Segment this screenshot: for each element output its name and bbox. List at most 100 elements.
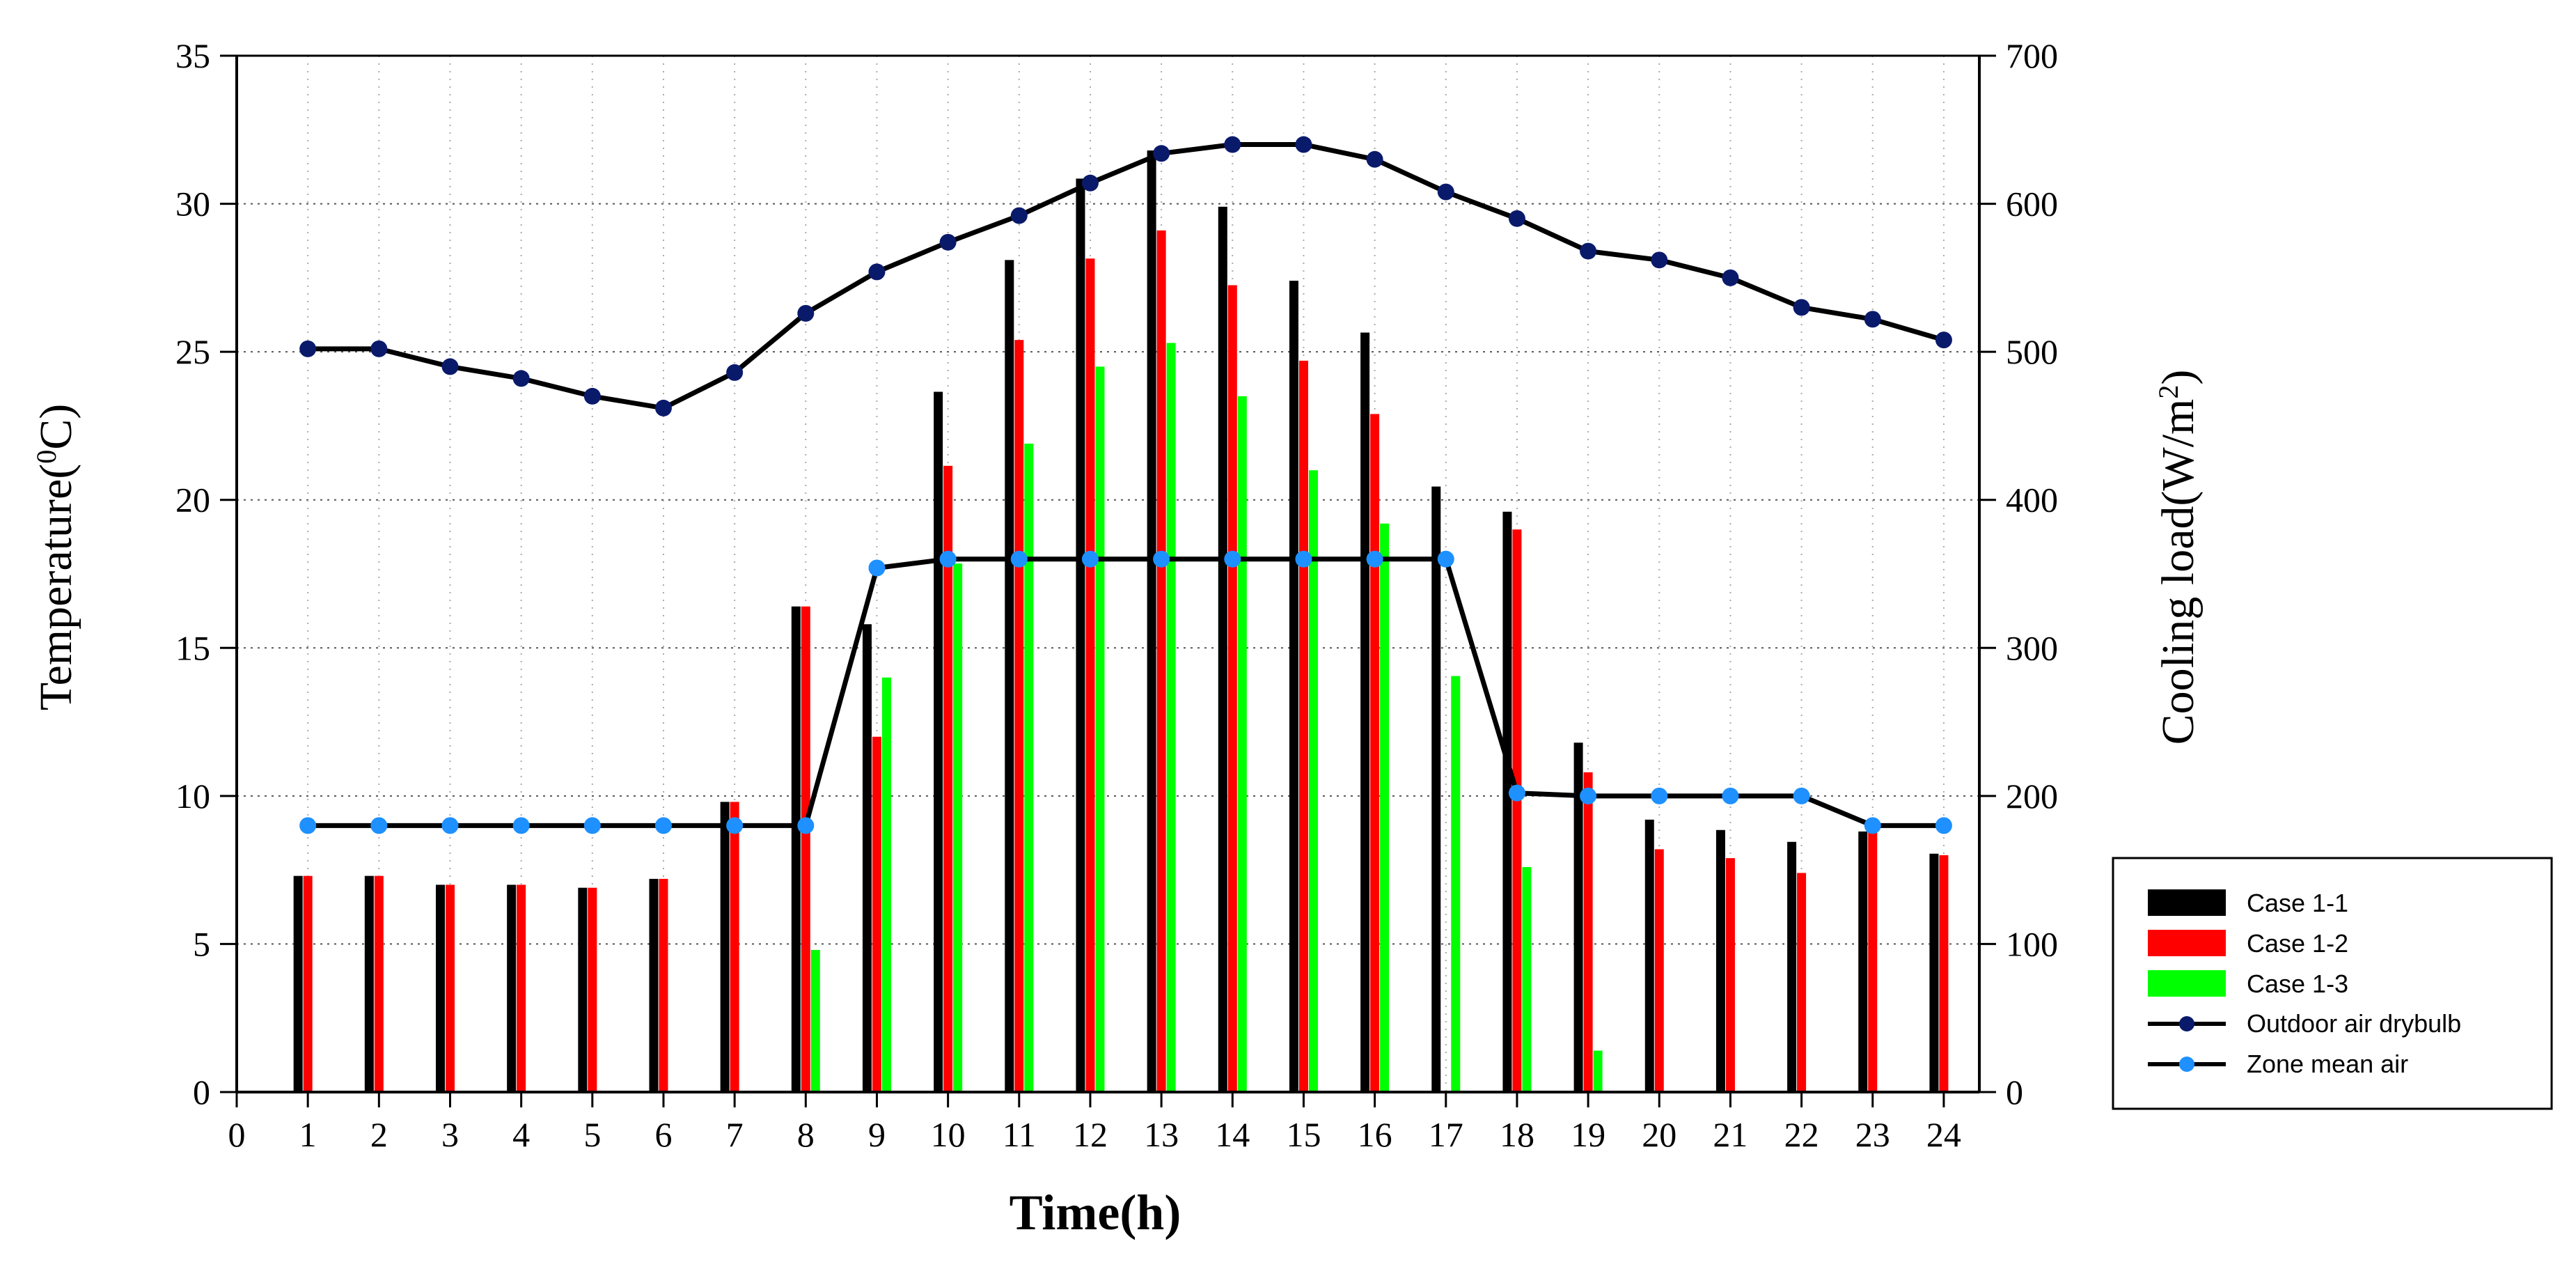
marker-zone-mean-air <box>1153 550 1170 568</box>
x-tick-label: 24 <box>1926 1115 1961 1154</box>
marker-zone-mean-air <box>1793 787 1810 804</box>
y-axis-label-left: Temperature(0C) <box>31 404 82 711</box>
marker-zone-mean-air <box>1651 787 1668 804</box>
y-axis-label-right: Cooling load(W/m2) <box>2153 370 2204 745</box>
bar-case-1-2 <box>1797 873 1807 1092</box>
bar-case-1-1 <box>1360 332 1370 1093</box>
marker-zone-mean-air <box>868 559 886 577</box>
bar-case-1-1 <box>1218 206 1227 1092</box>
marker-outdoor-air-drybulb <box>1081 174 1099 192</box>
marker-outdoor-air-drybulb <box>441 358 459 375</box>
marker-outdoor-air-drybulb <box>299 340 317 357</box>
x-tick-label: 0 <box>228 1115 246 1154</box>
marker-outdoor-air-drybulb <box>583 387 601 405</box>
y-right-tick-label: 300 <box>2006 628 2058 667</box>
x-tick-label: 4 <box>512 1115 530 1154</box>
bar-case-1-2 <box>1085 258 1095 1092</box>
legend: Case 1-1 Case 1-2 Case 1-3 Outdoor air d… <box>2112 857 2553 1110</box>
y-left-tick-label: 25 <box>175 332 210 371</box>
bar-case-1-1 <box>293 875 303 1092</box>
x-tick-label: 14 <box>1215 1115 1250 1154</box>
bar-case-1-3 <box>1024 443 1034 1092</box>
bar-case-1-3 <box>810 949 820 1092</box>
bar-case-1-1 <box>435 885 445 1092</box>
legend-marker-outdoor <box>2179 1016 2194 1031</box>
marker-outdoor-air-drybulb <box>797 304 815 322</box>
marker-zone-mean-air <box>797 817 815 834</box>
y-left-tick-label: 0 <box>193 1073 210 1112</box>
bar-case-1-3 <box>953 563 963 1092</box>
bar-case-1-1 <box>862 624 872 1092</box>
bar-case-1-3 <box>881 677 891 1092</box>
marker-outdoor-air-drybulb <box>726 364 744 381</box>
y-right-tick-label: 500 <box>2006 332 2058 371</box>
marker-outdoor-air-drybulb <box>1651 251 1668 269</box>
bar-case-1-1 <box>578 887 588 1092</box>
marker-outdoor-air-drybulb <box>654 399 672 416</box>
marker-zone-mean-air <box>1722 787 1739 804</box>
legend-label-zone: Zone mean air <box>2247 1050 2408 1078</box>
marker-zone-mean-air <box>1864 817 1881 834</box>
marker-zone-mean-air <box>583 817 601 834</box>
y-left-tick-label: 15 <box>175 628 210 667</box>
x-tick-label: 5 <box>583 1115 601 1154</box>
bar-case-1-2 <box>517 885 526 1092</box>
bar-case-1-1 <box>649 878 659 1092</box>
x-tick-label: 1 <box>299 1115 317 1154</box>
line-zone-mean-air <box>308 556 1944 828</box>
bar-case-1-3 <box>1380 523 1390 1092</box>
x-tick-label: 9 <box>868 1115 886 1154</box>
bar-case-1-1 <box>1715 829 1725 1092</box>
bar-case-1-2 <box>1512 529 1522 1092</box>
bar-case-1-1 <box>934 391 943 1092</box>
bar-case-1-1 <box>1289 281 1298 1092</box>
legend-label-case-1-1: Case 1-1 <box>2247 889 2348 917</box>
bar-case-1-1 <box>364 875 374 1092</box>
bar-case-1-1 <box>1644 819 1654 1092</box>
marker-zone-mean-air <box>1295 550 1312 568</box>
bar-case-1-1 <box>1431 486 1441 1092</box>
bar-group <box>293 150 1949 1093</box>
bar-case-1-3 <box>1451 676 1461 1092</box>
y-right-tick-label: 600 <box>2006 185 2058 224</box>
x-tick-label: 20 <box>1642 1115 1676 1154</box>
x-tick-label: 6 <box>654 1115 672 1154</box>
y-left-tick-label: 5 <box>193 924 210 963</box>
marker-outdoor-air-drybulb <box>1153 145 1170 162</box>
y-right-tick-label: 200 <box>2006 777 2058 816</box>
x-tick-label: 22 <box>1784 1115 1819 1154</box>
marker-zone-mean-air <box>1366 550 1383 568</box>
axes: 0 1 2 3 4 5 6 7 8 9 10 11 12 13 14 15 16 17 18 19 20 21 22 23 24… <box>175 36 2058 1154</box>
legend-label-outdoor: Outdoor air drybulb <box>2247 1009 2461 1038</box>
marker-zone-mean-air <box>1010 550 1028 568</box>
x-tick-label: 11 <box>1003 1115 1036 1154</box>
x-tick-label: 2 <box>370 1115 388 1154</box>
x-tick-label: 21 <box>1713 1115 1748 1154</box>
legend-label-case-1-3: Case 1-3 <box>2247 969 2348 998</box>
marker-outdoor-air-drybulb <box>1010 207 1028 224</box>
x-tick-label: 23 <box>1855 1115 1890 1154</box>
marker-outdoor-air-drybulb <box>1935 332 1952 349</box>
bar-case-1-1 <box>1005 260 1014 1092</box>
y-left-tick-label: 35 <box>175 36 210 75</box>
bar-case-1-3 <box>1166 343 1176 1093</box>
marker-outdoor-air-drybulb <box>1508 210 1525 227</box>
marker-zone-mean-air <box>1580 787 1597 804</box>
bar-case-1-1 <box>720 802 730 1092</box>
marker-outdoor-air-drybulb <box>1722 269 1739 286</box>
bar-case-1-2 <box>1583 772 1593 1092</box>
bar-case-1-2 <box>1014 340 1024 1092</box>
bar-case-1-3 <box>1308 470 1318 1092</box>
bar-case-1-2 <box>1725 858 1735 1092</box>
legend-label-case-1-2: Case 1-2 <box>2247 929 2348 958</box>
y-right-tick-label: 100 <box>2006 924 2058 963</box>
x-tick-label: 15 <box>1286 1115 1321 1154</box>
x-tick-label: 12 <box>1073 1115 1108 1154</box>
bar-case-1-2 <box>588 887 597 1092</box>
bar-case-1-2 <box>1868 831 1878 1092</box>
bar-case-1-1 <box>1929 853 1939 1092</box>
bar-case-1-3 <box>1522 866 1532 1092</box>
x-tick-label: 7 <box>726 1115 744 1154</box>
marker-outdoor-air-drybulb <box>1437 183 1454 201</box>
